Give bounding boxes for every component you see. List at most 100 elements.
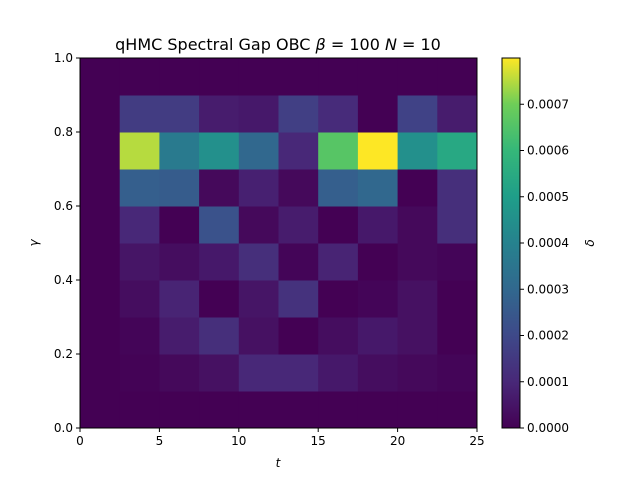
heatmap-cell: [437, 132, 478, 170]
heatmap-cell: [80, 391, 121, 429]
heatmap-cell: [119, 206, 160, 244]
y-axis-ticks: 0.0 0.2 0.4 0.6 0.8 1.0: [54, 51, 80, 435]
heatmap-cell: [119, 58, 160, 96]
x-tick-label: 0: [76, 434, 84, 448]
heatmap-cell: [199, 58, 240, 96]
colorbar-tick-label: 0.0007: [527, 97, 569, 111]
heatmap-cell: [119, 243, 160, 281]
colorbar: [501, 57, 521, 429]
heatmap-cell: [397, 280, 438, 318]
x-tick-label: 15: [311, 434, 326, 448]
heatmap-cell: [278, 95, 319, 133]
x-tick-label: 20: [390, 434, 405, 448]
heatmap-cell: [318, 132, 359, 170]
heatmap-cell: [80, 280, 121, 318]
heatmap-cell: [397, 95, 438, 133]
heatmap-cell: [278, 169, 319, 207]
heatmap-cell: [199, 132, 240, 170]
heatmap-cell: [397, 354, 438, 392]
heatmap-cell: [199, 280, 240, 318]
heatmap-cell: [159, 354, 200, 392]
colorbar-tick-label: 0.0002: [527, 329, 569, 343]
heatmap-cell: [199, 317, 240, 355]
heatmap-cell: [119, 317, 160, 355]
heatmap-cell: [238, 95, 279, 133]
heatmap-cell: [437, 95, 478, 133]
colorbar-tick-label: 0.0005: [527, 190, 569, 204]
heatmap-cell: [397, 243, 438, 281]
heatmap-cell: [357, 280, 399, 318]
x-tick-label: 5: [156, 434, 164, 448]
heatmap-cell: [80, 169, 121, 207]
heatmap-cell: [278, 280, 319, 318]
colorbar-tick-label: 0.0006: [527, 144, 569, 158]
x-tick-label: 25: [469, 434, 484, 448]
heatmap-cell: [397, 132, 438, 170]
heatmap-cell: [238, 132, 279, 170]
colorbar-tick-label: 0.0000: [527, 421, 569, 435]
heatmap-cell: [80, 206, 121, 244]
heatmap-cell: [159, 58, 200, 96]
colorbar-ticks: 0.0000 0.0001 0.0002 0.0003 0.0004 0.0005 0.00…: [520, 97, 569, 435]
heatmap-cell: [238, 280, 279, 318]
colorbar-tick-label: 0.0003: [527, 282, 569, 296]
heatmap-cell: [318, 95, 359, 133]
y-tick-label: 0.0: [54, 421, 73, 435]
heatmap-cell: [238, 354, 279, 392]
heatmap-cell: [357, 58, 399, 96]
x-axis-ticks: 0 5 10 15 20 25: [76, 428, 485, 448]
heatmap-cell: [357, 354, 399, 392]
heatmap-cell: [278, 354, 319, 392]
colorbar-label: δ: [583, 239, 597, 246]
heatmap-cell: [357, 169, 399, 207]
heatmap-cell: [159, 280, 200, 318]
x-tick-label: 10: [231, 434, 246, 448]
heatmap-cell: [357, 391, 399, 429]
heatmap-cell: [119, 354, 160, 392]
y-tick-label: 1.0: [54, 51, 73, 65]
heatmap-cell: [357, 206, 399, 244]
colorbar-tick-label: 0.0004: [527, 236, 569, 250]
y-tick-label: 0.2: [54, 347, 73, 361]
heatmap-cell: [159, 317, 200, 355]
heatmap-cell: [238, 169, 279, 207]
heatmap-cell: [437, 206, 478, 244]
heatmap-cell: [119, 280, 160, 318]
heatmap-cell: [159, 169, 200, 207]
heatmap-cell: [199, 206, 240, 244]
heatmap-cell: [397, 206, 438, 244]
heatmap-cell: [159, 95, 200, 133]
heatmap-cell: [278, 58, 319, 96]
heatmap-cell: [199, 243, 240, 281]
heatmap-cell: [437, 354, 478, 392]
heatmap-cell: [397, 58, 438, 96]
heatmap-cell: [318, 169, 359, 207]
heatmap-cell: [199, 95, 240, 133]
heatmap-cell: [238, 391, 279, 429]
heatmap-cell: [318, 391, 359, 429]
heatmap-cell: [80, 354, 121, 392]
heatmap-cell: [278, 243, 319, 281]
colorbar-tick-label: 0.0001: [527, 375, 569, 389]
heatmap-cell: [397, 169, 438, 207]
heatmap-cell: [80, 58, 121, 96]
heatmap-cell: [437, 58, 478, 96]
heatmap-cell: [238, 58, 279, 96]
y-axis-label: γ: [27, 239, 41, 247]
heatmap-cell: [437, 317, 478, 355]
heatmap-cell: [437, 243, 478, 281]
heatmap-cell: [357, 132, 399, 170]
heatmap-cell: [357, 95, 399, 133]
heatmap-cell: [119, 169, 160, 207]
heatmap-cells: [80, 58, 478, 429]
heatmap-cell: [159, 391, 200, 429]
heatmap-cell: [199, 354, 240, 392]
heatmap-cell: [357, 317, 399, 355]
heatmap-cell: [199, 391, 240, 429]
heatmap-cell: [397, 317, 438, 355]
heatmap-cell: [119, 95, 160, 133]
heatmap-cell: [278, 317, 319, 355]
heatmap-cell: [238, 243, 279, 281]
heatmap-cell: [199, 169, 240, 207]
